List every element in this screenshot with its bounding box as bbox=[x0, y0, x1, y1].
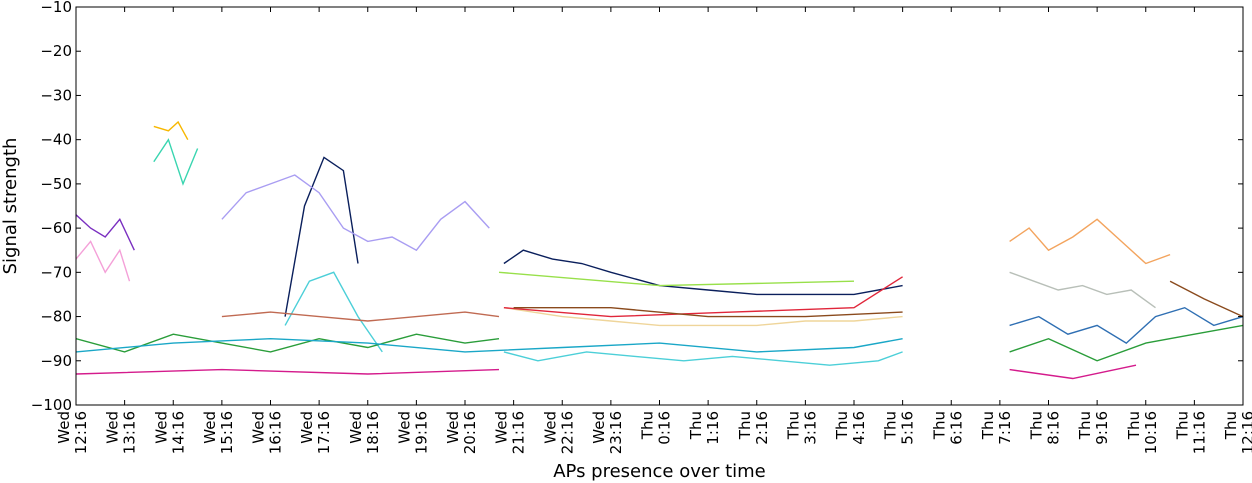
x-tick-label-time: 8:16 bbox=[1045, 411, 1063, 445]
x-tick-label-time: 22:16 bbox=[558, 411, 576, 454]
series-line-0-0 bbox=[503, 249, 903, 296]
x-tick-label-day: Thu bbox=[1028, 411, 1046, 440]
x-tick-label-day: Thu bbox=[736, 411, 754, 440]
x-tick-label-day: Wed bbox=[444, 411, 462, 444]
series-line-7-0 bbox=[76, 214, 135, 251]
series-line-15-0 bbox=[503, 276, 903, 318]
x-tick-label-day: Thu bbox=[1173, 411, 1191, 440]
x-tick-label-day: Thu bbox=[979, 411, 997, 440]
series-line-13-0 bbox=[76, 337, 903, 353]
y-axis-title: Signal strength bbox=[0, 138, 21, 275]
series-line-11-1 bbox=[1009, 324, 1243, 362]
series-line-10-0 bbox=[153, 120, 189, 141]
x-tick-label-day: Wed bbox=[298, 411, 316, 444]
x-tick-label-time: 14:16 bbox=[169, 411, 187, 454]
y-axis: −100 −90 −80 −70 −60 −50 −40 −30 −20 −10 bbox=[31, 0, 1243, 414]
series-line-2-0 bbox=[221, 174, 490, 252]
x-tick-label-day: Wed bbox=[590, 411, 608, 444]
series-line-3-0 bbox=[503, 307, 903, 327]
x-tick-label-time: 20:16 bbox=[461, 411, 479, 454]
series-line-6-0 bbox=[1009, 306, 1243, 344]
x-tick-label-day: Thu bbox=[1125, 411, 1143, 440]
x-tick-label-time: 4:16 bbox=[850, 411, 868, 445]
x-tick-label-time: 21:16 bbox=[510, 411, 528, 454]
x-tick-label-time: 2:16 bbox=[753, 411, 771, 445]
x-tick-label-day: Thu bbox=[687, 411, 705, 440]
series-line-8-0 bbox=[76, 240, 131, 282]
x-tick-label-day: Wed bbox=[55, 411, 73, 444]
x-tick-label-day: Thu bbox=[639, 411, 657, 440]
x-tick-label-day: Thu bbox=[784, 411, 802, 440]
y-tick-label: −90 bbox=[40, 352, 72, 370]
x-tick-label-time: 15:16 bbox=[218, 411, 236, 454]
x-tick-label-day: Thu bbox=[1222, 411, 1240, 440]
series-line-12-0 bbox=[221, 311, 500, 322]
x-tick-label-time: 18:16 bbox=[364, 411, 382, 454]
y-tick-label: −60 bbox=[40, 219, 72, 237]
series-line-9-0 bbox=[153, 138, 199, 186]
x-tick-label-day: Wed bbox=[152, 411, 170, 444]
series-line-16-1 bbox=[1169, 280, 1243, 318]
series-line-1-1 bbox=[284, 271, 383, 353]
series-line-17-0 bbox=[498, 271, 855, 287]
x-tick-label-time: 7:16 bbox=[996, 411, 1014, 445]
series-line-14-1 bbox=[1009, 364, 1137, 380]
x-tick-label-day: Thu bbox=[882, 411, 900, 440]
series-line-16-0 bbox=[513, 307, 903, 318]
x-tick-label-time: 6:16 bbox=[947, 411, 965, 445]
x-tick-label-time: 0:16 bbox=[656, 411, 674, 445]
x-tick-label-time: 17:16 bbox=[315, 411, 333, 454]
x-tick-label-time: 12:16 bbox=[1239, 411, 1252, 454]
x-tick-label-day: Wed bbox=[250, 411, 268, 444]
series-line-4-0 bbox=[1009, 218, 1171, 265]
x-tick-label-day: Thu bbox=[1076, 411, 1094, 440]
y-tick-label: −50 bbox=[40, 175, 72, 193]
y-tick-label: −100 bbox=[31, 396, 72, 414]
x-tick-label-day: Wed bbox=[104, 411, 122, 444]
series-line-11-0 bbox=[76, 333, 500, 353]
x-axis-title: APs presence over time bbox=[553, 461, 766, 482]
x-tick-label-time: 3:16 bbox=[801, 411, 819, 445]
y-tick-label: −30 bbox=[40, 86, 72, 104]
x-tick-label-day: Thu bbox=[930, 411, 948, 440]
x-tick-label-time: 9:16 bbox=[1093, 411, 1111, 445]
series-line-5-0 bbox=[1009, 271, 1156, 309]
y-tick-label: −10 bbox=[40, 0, 72, 16]
x-tick-label-day: Wed bbox=[395, 411, 413, 444]
plot-frame bbox=[75, 6, 1244, 406]
series-line-14-0 bbox=[76, 368, 500, 375]
x-tick-label-time: 13:16 bbox=[121, 411, 139, 454]
x-tick-label-day: Thu bbox=[833, 411, 851, 440]
x-tick-label-time: 12:16 bbox=[72, 411, 90, 454]
y-tick-label: −80 bbox=[40, 308, 72, 326]
x-tick-label-time: 23:16 bbox=[607, 411, 625, 454]
series-line-0-1 bbox=[284, 156, 359, 317]
x-tick-label-time: 5:16 bbox=[899, 411, 917, 445]
x-tick-label-time: 11:16 bbox=[1190, 411, 1208, 454]
plot-area bbox=[76, 120, 1243, 380]
x-tick-label-day: Wed bbox=[201, 411, 219, 444]
y-tick-label: −70 bbox=[40, 263, 72, 281]
y-tick-label: −40 bbox=[40, 131, 72, 149]
x-tick-label-time: 16:16 bbox=[267, 411, 285, 454]
series-line-1-0 bbox=[503, 351, 903, 366]
x-tick-label-day: Wed bbox=[493, 411, 511, 444]
x-tick-label-day: Wed bbox=[347, 411, 365, 444]
x-tick-label-day: Wed bbox=[541, 411, 559, 444]
x-tick-label-time: 19:16 bbox=[412, 411, 430, 454]
x-tick-label-time: 10:16 bbox=[1142, 411, 1160, 454]
x-tick-label-time: 1:16 bbox=[704, 411, 722, 445]
y-tick-label: −20 bbox=[40, 42, 72, 60]
x-axis: Wed 12:16 Wed 13:16 Wed 14:16 Wed 15:16 Wed 16:16… bbox=[55, 7, 1252, 454]
